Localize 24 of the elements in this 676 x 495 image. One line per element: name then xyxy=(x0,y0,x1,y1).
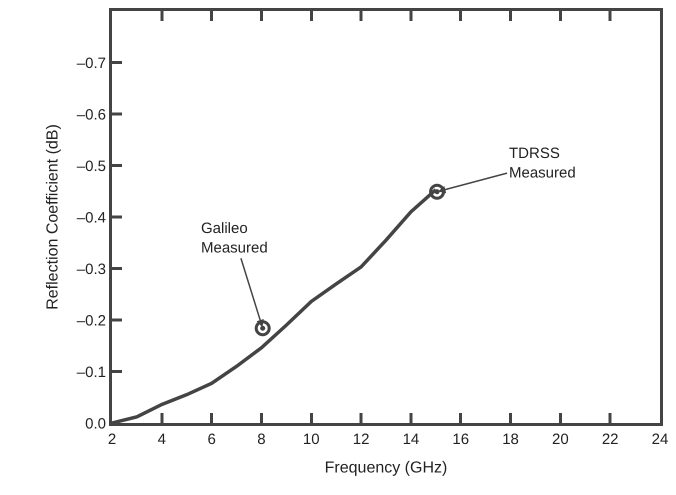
x-tick-label: 18 xyxy=(502,431,519,448)
x-tick-label: 4 xyxy=(158,431,166,448)
y-axis-title: Reflection Coefficient (dB) xyxy=(44,124,62,310)
y-tick-label: –0.7 xyxy=(76,54,106,72)
y-tick-label: 0.0 xyxy=(85,415,106,432)
annotation: Galileo Measured xyxy=(201,220,268,256)
y-tick-label: –0.3 xyxy=(76,260,106,278)
x-tick-label: 8 xyxy=(257,431,266,448)
y-tick-label: –0.1 xyxy=(76,364,106,381)
y-tick-label: –0.6 xyxy=(76,106,106,124)
x-tick-label: 24 xyxy=(652,431,668,448)
annotation: TDRSS Measured xyxy=(509,145,576,182)
x-tick-label: 12 xyxy=(352,431,370,448)
x-tick-label: 14 xyxy=(402,431,420,448)
x-tick-label: 22 xyxy=(602,431,619,448)
x-tick-label: 2 xyxy=(108,431,116,448)
x-tick-label: 16 xyxy=(452,431,470,448)
x-axis-title: Frequency (GHz) xyxy=(324,460,448,477)
y-tick-label: –0.2 xyxy=(76,312,106,330)
x-tick-label: 6 xyxy=(207,431,216,448)
x-tick-label: 10 xyxy=(302,431,320,448)
x-tick-label: 20 xyxy=(552,431,569,448)
y-tick-label: –0.4 xyxy=(76,209,106,226)
y-tick-label: –0.5 xyxy=(76,158,106,175)
